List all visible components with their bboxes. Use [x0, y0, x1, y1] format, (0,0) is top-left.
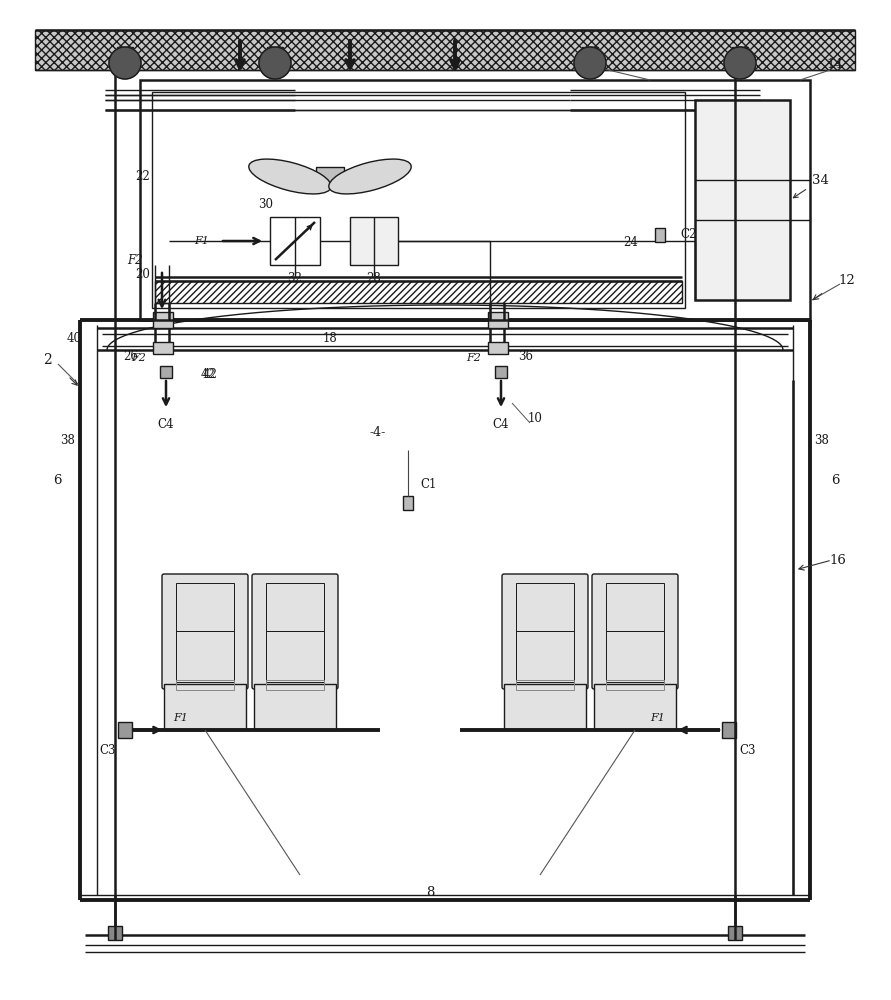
- Text: C3: C3: [740, 744, 756, 756]
- Bar: [155, 281, 682, 303]
- Bar: [176, 631, 234, 682]
- Text: 42: 42: [200, 367, 216, 380]
- Text: 33: 33: [586, 55, 603, 68]
- Bar: [606, 680, 664, 690]
- Bar: [35, 30, 855, 70]
- Bar: [516, 631, 574, 682]
- Text: C4: C4: [158, 418, 175, 430]
- Bar: [266, 680, 324, 690]
- Bar: [140, 80, 810, 320]
- Bar: [495, 366, 507, 378]
- Text: 34: 34: [812, 174, 829, 186]
- Text: C1: C1: [420, 479, 437, 491]
- Text: 38: 38: [61, 434, 76, 446]
- Bar: [152, 92, 685, 308]
- Text: 8: 8: [426, 886, 434, 898]
- Text: 10: 10: [527, 412, 543, 424]
- Text: 16: 16: [830, 554, 846, 566]
- Text: 30: 30: [258, 198, 274, 212]
- Bar: [403, 496, 413, 510]
- Bar: [153, 342, 173, 354]
- Bar: [164, 684, 246, 730]
- Bar: [118, 722, 132, 738]
- Bar: [504, 684, 586, 730]
- Ellipse shape: [249, 159, 331, 194]
- Bar: [266, 631, 324, 682]
- Text: 14: 14: [827, 58, 844, 72]
- Bar: [176, 680, 234, 690]
- Bar: [732, 47, 748, 65]
- Bar: [160, 366, 172, 378]
- Bar: [488, 342, 508, 354]
- Circle shape: [109, 47, 141, 79]
- Bar: [655, 228, 665, 242]
- Circle shape: [724, 47, 756, 79]
- Text: 6: 6: [53, 474, 61, 487]
- Bar: [270, 217, 320, 265]
- Bar: [350, 217, 398, 265]
- Text: 24: 24: [623, 235, 638, 248]
- Bar: [728, 926, 742, 940]
- FancyBboxPatch shape: [162, 574, 248, 689]
- Text: 32: 32: [288, 272, 302, 286]
- Text: C2: C2: [680, 229, 697, 241]
- Text: -4-: -4-: [370, 426, 386, 438]
- Bar: [582, 47, 598, 65]
- Text: 18: 18: [323, 332, 338, 346]
- Bar: [267, 47, 283, 65]
- Text: F2: F2: [131, 353, 146, 363]
- Text: F1: F1: [194, 236, 209, 246]
- Text: 36: 36: [518, 350, 533, 362]
- Text: F1: F1: [173, 713, 188, 723]
- Bar: [516, 583, 574, 631]
- FancyBboxPatch shape: [252, 574, 338, 689]
- Text: 2: 2: [43, 353, 52, 367]
- Circle shape: [259, 47, 291, 79]
- Bar: [266, 583, 324, 631]
- Text: 40: 40: [67, 332, 82, 344]
- Bar: [594, 684, 676, 730]
- Bar: [516, 680, 574, 690]
- Bar: [108, 926, 122, 940]
- Text: F1: F1: [650, 713, 665, 723]
- Text: 28: 28: [366, 272, 381, 286]
- Text: 38: 38: [814, 434, 830, 446]
- FancyBboxPatch shape: [592, 574, 678, 689]
- Text: F2: F2: [127, 253, 143, 266]
- Bar: [316, 166, 344, 186]
- Bar: [606, 631, 664, 682]
- Circle shape: [574, 47, 606, 79]
- Text: C3: C3: [100, 744, 116, 756]
- Text: 20: 20: [135, 268, 150, 282]
- Bar: [254, 684, 336, 730]
- Bar: [695, 100, 790, 300]
- Bar: [722, 722, 736, 738]
- Bar: [117, 47, 133, 65]
- Text: C4: C4: [493, 418, 510, 430]
- Text: 22: 22: [135, 170, 150, 183]
- FancyBboxPatch shape: [502, 574, 588, 689]
- Text: 6: 6: [830, 474, 839, 487]
- Bar: [176, 583, 234, 631]
- Bar: [488, 312, 508, 328]
- Text: 12: 12: [838, 273, 855, 286]
- Text: F2: F2: [466, 353, 481, 363]
- Ellipse shape: [329, 159, 412, 194]
- Text: 26: 26: [123, 350, 138, 362]
- Text: 42: 42: [202, 367, 217, 380]
- Bar: [606, 583, 664, 631]
- Bar: [153, 312, 173, 328]
